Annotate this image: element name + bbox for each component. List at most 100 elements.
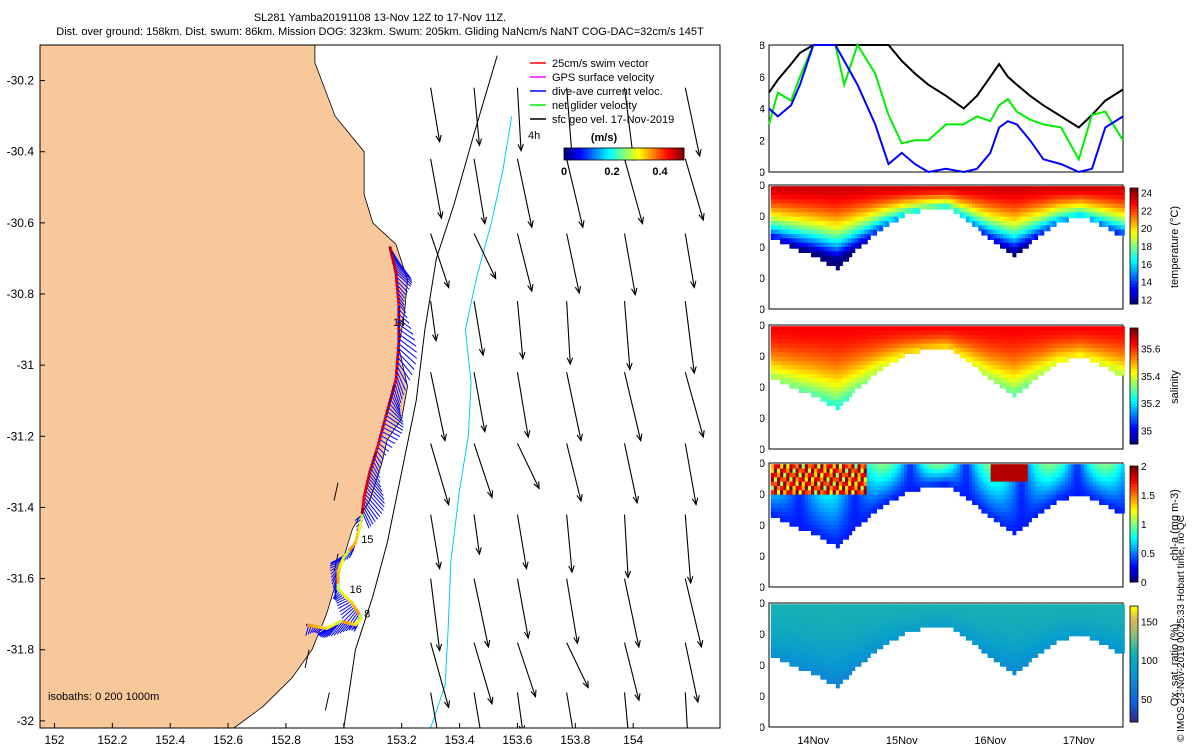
section-sample-cell — [1083, 207, 1088, 214]
current-vector-head — [475, 547, 482, 556]
section-sample-cell — [835, 229, 840, 236]
dive-current-stick — [380, 434, 396, 444]
section-sample-cell — [969, 477, 973, 484]
section-sample-cell — [1083, 352, 1088, 359]
section-colorbar-label: chl-a (mg m-3) — [1169, 489, 1181, 561]
section-sample-cell — [842, 630, 846, 637]
section-sample-cell — [801, 330, 806, 337]
section-sample-cell — [1080, 472, 1085, 479]
section-sample-cell — [959, 207, 964, 214]
section-sample-cell — [891, 326, 896, 333]
section-sample-cell — [879, 608, 884, 615]
section-sample-cell — [1040, 361, 1045, 367]
section-sample-cell — [894, 481, 899, 488]
section-sample-cell — [879, 621, 884, 628]
section-sample-cell — [863, 326, 868, 333]
section-sample-cell — [817, 639, 822, 645]
section-sample-cell — [860, 369, 865, 376]
section-sample-cell — [1086, 347, 1091, 354]
section-sample-cell — [1068, 352, 1073, 359]
section-sample-cell — [1055, 485, 1060, 492]
dive-current-stick — [333, 621, 345, 636]
section-sample-cell — [1089, 194, 1094, 201]
current-vector — [684, 692, 688, 728]
section-sample-cell — [1027, 490, 1032, 497]
section-sample-cell — [789, 617, 794, 624]
section-sample-cell — [981, 339, 986, 346]
current-vector — [516, 233, 534, 293]
section-sample-cell — [1015, 347, 1020, 354]
section-sample-cell — [795, 216, 800, 223]
section-sample-cell — [891, 199, 896, 206]
section-sample-cell — [838, 221, 843, 227]
section-sample-cell — [1009, 199, 1014, 206]
section-sample-cell — [770, 499, 775, 505]
section-sample-cell — [984, 464, 989, 471]
section-sample-cell — [786, 481, 791, 488]
isobath-1000m-line — [430, 116, 513, 728]
section-sample-cell — [832, 621, 837, 628]
section-sample-cell — [879, 639, 884, 645]
section-sample-cell — [848, 669, 853, 676]
section-sample-cell — [1111, 356, 1116, 363]
section-colorbar-swatch — [1130, 412, 1138, 416]
section-colorbar-tick-label: 24 — [1141, 188, 1153, 199]
section-sample-cell — [826, 608, 831, 615]
section-sample-cell — [1052, 347, 1057, 354]
section-sample-cell — [1018, 216, 1023, 223]
section-sample-cell — [1111, 221, 1116, 227]
section-sample-cell — [789, 647, 794, 654]
current-vector — [473, 443, 494, 499]
section-sample-cell — [854, 186, 859, 193]
current-vector-shaft — [473, 443, 493, 498]
section-sample-cell — [1015, 507, 1020, 514]
section-sample-cell — [1018, 356, 1023, 363]
section-sample-cell — [1003, 238, 1008, 245]
section-sample-cell — [987, 326, 992, 333]
section-sample-cell — [928, 481, 933, 488]
section-sample-cell — [993, 361, 998, 367]
section-sample-cell — [1065, 472, 1069, 479]
section-sample-cell — [904, 190, 908, 197]
section-sample-cell — [1114, 477, 1119, 484]
section-sample-cell — [835, 330, 840, 337]
section-sample-cell — [826, 538, 831, 544]
section-sample-cell — [795, 608, 800, 615]
section-sample-cell — [804, 643, 809, 650]
section-sample-cell — [786, 186, 791, 193]
section-sample-cell — [1037, 334, 1042, 341]
title-line-1: SL281 Yamba20191108 13-Nov 12Z to 17-Nov… — [253, 12, 507, 24]
dive-current-stick — [369, 471, 382, 488]
section-sample-cell — [773, 347, 778, 354]
section-sample-cell — [1120, 472, 1125, 479]
section-sample-cell — [1024, 229, 1029, 236]
section-sample-cell — [807, 472, 812, 479]
section-sample-cell — [783, 326, 788, 333]
section-sample-cell — [879, 612, 884, 619]
section-sample-cell — [1021, 472, 1026, 479]
section-sample-cell — [938, 468, 942, 475]
section-sample-cell — [959, 212, 964, 219]
section-sample-cell — [814, 621, 819, 628]
section-sample-cell — [1068, 186, 1073, 193]
section-sample-cell — [934, 194, 939, 201]
section-sample-cell — [798, 634, 803, 641]
section-sample-cell — [1083, 339, 1088, 346]
depth-tick-label: 150 — [760, 413, 765, 425]
section-sample-cell — [1065, 494, 1069, 501]
section-sample-cell — [965, 356, 970, 363]
section-sample-cell — [910, 481, 915, 488]
section-panel: 050100150200Depth (m)12141618202224tempe… — [760, 180, 1181, 316]
section-sample-cell — [792, 238, 797, 245]
current-vector — [566, 233, 582, 295]
section-sample-cell — [873, 352, 877, 359]
current-vector-head — [690, 366, 697, 375]
current-vector-shaft — [623, 642, 640, 701]
section-sample-cell — [1099, 212, 1104, 219]
section-sample-cell — [876, 334, 881, 341]
section-sample-cell — [882, 212, 887, 219]
section-sample-cell — [931, 186, 936, 193]
section-sample-cell — [876, 190, 881, 197]
colorbar-swatch — [582, 148, 585, 160]
section-sample-cell — [820, 347, 825, 354]
